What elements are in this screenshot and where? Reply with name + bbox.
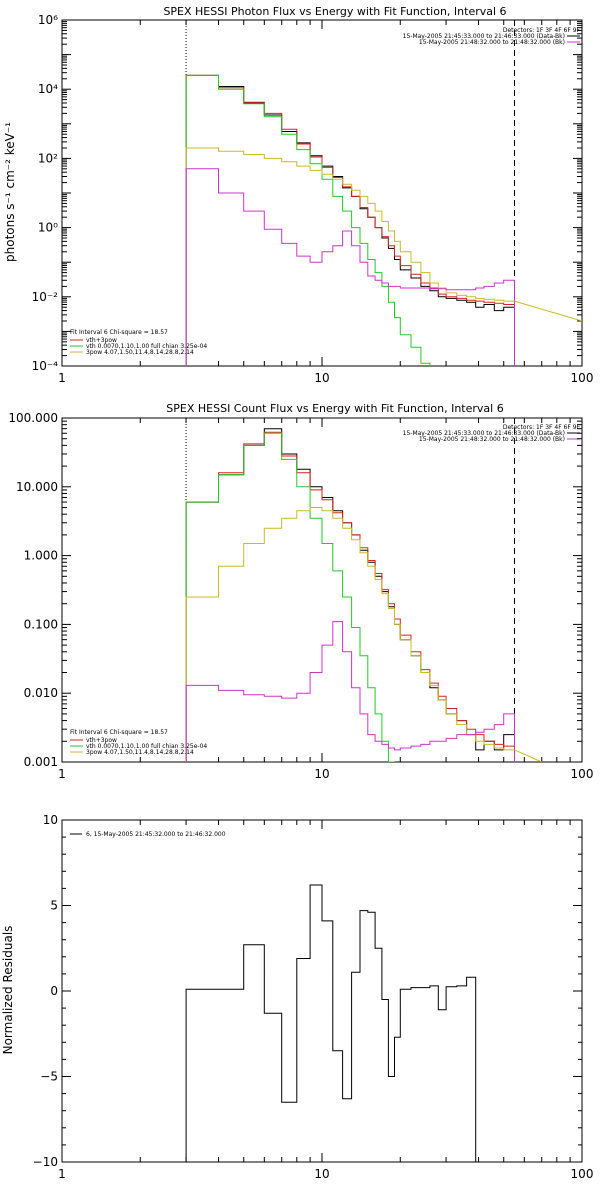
residuals-y-tick-label: 10 [43, 813, 58, 827]
count-y-tick-label: 1.000 [24, 549, 58, 563]
count-x-tick-label: 10 [314, 767, 329, 781]
photon-y-tick-label: 10⁻² [32, 290, 59, 304]
count-fit-item-vth: vth 0.0070,1.10,1.00 full chian 3.25e-04 [86, 743, 207, 750]
count-plot-frame [61, 417, 583, 763]
residuals-y-tick-label: −5 [40, 1070, 58, 1084]
residuals-y-tick-label: 0 [50, 984, 58, 998]
count-x-tick-label: 100 [571, 767, 594, 781]
count-series-vth-3pow [185, 431, 515, 762]
count-fit-item-total: vth+3pow [86, 737, 117, 744]
residuals-series-residuals [185, 884, 477, 1162]
photon-y-tick-label: 10⁻⁴ [32, 359, 59, 373]
photon-x-tick-label: 10 [314, 371, 329, 385]
count-y-tick-label: 0.010 [24, 686, 58, 700]
count-series-vth [185, 432, 395, 762]
residuals-legend-label: 6, 15-May-2005 21:45:32.000 to 21:46:32.… [86, 831, 226, 838]
photon-series-vth-3pow [185, 74, 515, 366]
residuals-x-tick-label: 1 [58, 1167, 66, 1181]
count-x-tick-label: 1 [58, 767, 66, 781]
photon-time-bk: 15-May-2005 21:48:32.000 to 21:48:32.000… [419, 39, 565, 46]
photon-fit-item-vth: vth 0.0070,1.10,1.00 full chian 3.25e-04 [86, 343, 207, 350]
photon-fit-item-total: vth+3pow [86, 337, 117, 344]
photon-detectors-label: Detectors: 1F 3F 4F 6F 9F [503, 27, 581, 34]
count-time-data: 15-May-2005 21:45:33.000 to 21:46:33.000… [403, 430, 565, 437]
photon-y-tick-label: 10⁴ [38, 82, 58, 96]
count-series-3pow-tail [514, 749, 542, 762]
photon-fit-header: Fit Interval 6 Chi-square = 18.57 [70, 329, 168, 336]
count-y-tick-label: 10.000 [16, 480, 58, 494]
count-series-3pow [185, 507, 515, 762]
residuals-panel: Normalized Residuals 6, 15-May-2005 21:4… [1, 813, 593, 1181]
count-series-bk [185, 621, 515, 762]
photon-fit-item-3pow: 3pow 4.07,1.50,11.4,8.14,28.8,2.14 [86, 349, 194, 356]
residuals-y-axis-label: Normalized Residuals [1, 926, 15, 1055]
residuals-x-tick-label: 100 [571, 1167, 594, 1181]
count-fit-header: Fit Interval 6 Chi-square = 18.57 [70, 729, 168, 736]
photon-y-tick-label: 10⁶ [38, 13, 58, 27]
residuals-y-tick-label: −10 [33, 1155, 58, 1169]
photon-flux-panel: SPEX HESSI Photon Flux vs Energy with Fi… [3, 5, 593, 385]
photon-series-3pow [185, 147, 515, 366]
photon-y-axis-label: photons s⁻¹ cm⁻² keV⁻¹ [3, 122, 17, 262]
residuals-x-tick-label: 10 [314, 1167, 329, 1181]
photon-series-data-bk [185, 74, 515, 366]
photon-series-3pow-tail [514, 300, 582, 322]
photon-y-tick-label: 10⁰ [38, 221, 58, 235]
count-detectors-label: Detectors: 1F 3F 4F 6F 9F [503, 424, 581, 431]
count-time-bk: 15-May-2005 21:48:32.000 to 21:48:32.000… [419, 436, 565, 443]
count-series-data-bk [185, 428, 515, 762]
count-flux-panel: SPEX HESSI Count Flux vs Energy with Fit… [8, 402, 593, 781]
count-y-tick-label: 100.000 [8, 411, 58, 425]
count-fit-item-3pow: 3pow 4.07,1.50,11.4,8.14,28.8,2.14 [86, 749, 194, 756]
photon-chart-title: SPEX HESSI Photon Flux vs Energy with Fi… [163, 5, 506, 18]
photon-time-data: 15-May-2005 21:45:33.000 to 21:46:33.000… [403, 33, 565, 40]
count-y-tick-label: 0.100 [24, 617, 58, 631]
count-chart-title: SPEX HESSI Count Flux vs Energy with Fit… [166, 402, 503, 415]
photon-x-tick-label: 100 [571, 371, 594, 385]
photon-plot-frame [61, 19, 583, 367]
photon-series-vth [185, 74, 431, 366]
photon-x-tick-label: 1 [58, 371, 66, 385]
photon-y-tick-label: 10² [38, 151, 58, 165]
photon-series-bk [185, 168, 515, 366]
residuals-plot-frame [61, 819, 583, 1163]
count-y-tick-label: 0.001 [24, 755, 58, 769]
residuals-y-tick-label: 5 [50, 899, 58, 913]
